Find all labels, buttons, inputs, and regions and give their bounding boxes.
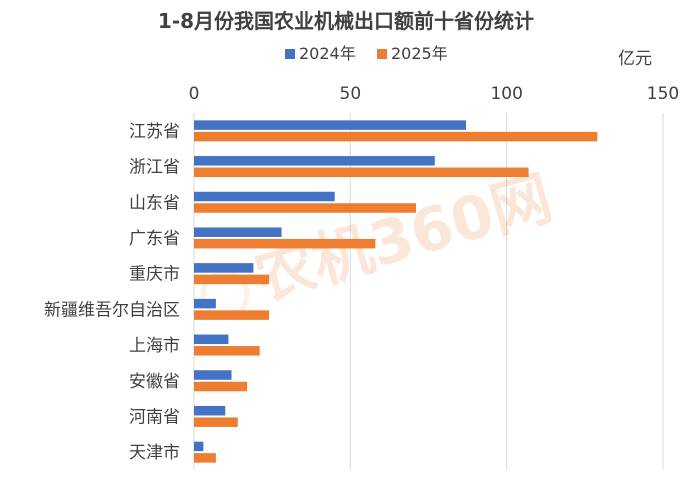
category-label: 上海市 <box>129 336 180 356</box>
bar <box>194 381 248 392</box>
x-tick-label: 150 <box>647 84 679 104</box>
category-label: 安徽省 <box>129 372 180 392</box>
x-tick-label: 0 <box>189 84 200 104</box>
x-tick-label: 50 <box>340 84 362 104</box>
bar <box>194 346 260 356</box>
legend-swatch <box>285 49 295 59</box>
bar <box>194 298 216 309</box>
bar <box>194 120 467 130</box>
x-tick-labels: 0 50 100 150 <box>189 84 680 104</box>
legend-label: 2024年 <box>299 44 356 63</box>
category-label: 新疆维吾尔自治区 <box>44 300 180 320</box>
bars <box>194 120 598 463</box>
bar <box>194 370 232 380</box>
category-label: 河南省 <box>129 407 180 427</box>
category-label: 天津市 <box>129 443 180 463</box>
unit-label: 亿元 <box>618 49 652 69</box>
category-label: 浙江省 <box>129 158 180 178</box>
bar <box>194 417 238 427</box>
bar <box>194 131 598 142</box>
bar <box>194 441 204 452</box>
legend: 2024年 2025年 <box>285 44 448 63</box>
x-tick-label: 100 <box>490 84 522 104</box>
chart-title: 1-8月份我国农业机械出口额前十省份统计 <box>158 9 534 33</box>
legend-swatch <box>377 49 387 59</box>
bar <box>194 334 229 345</box>
bar <box>194 453 216 463</box>
bar <box>194 274 270 285</box>
bar <box>194 263 254 273</box>
category-label: 广东省 <box>129 229 180 249</box>
bar <box>194 238 376 249</box>
bar <box>194 191 335 202</box>
legend-label: 2025年 <box>391 44 448 63</box>
bar <box>194 167 529 178</box>
bar <box>194 405 226 416</box>
watermark-text: 农机360网 <box>247 163 560 314</box>
bar <box>194 203 416 213</box>
category-label: 山东省 <box>129 193 180 213</box>
category-label: 重庆市 <box>129 265 180 285</box>
bar <box>194 310 270 320</box>
bar <box>194 156 435 166</box>
bar <box>194 227 282 237</box>
category-label: 江苏省 <box>129 122 180 142</box>
